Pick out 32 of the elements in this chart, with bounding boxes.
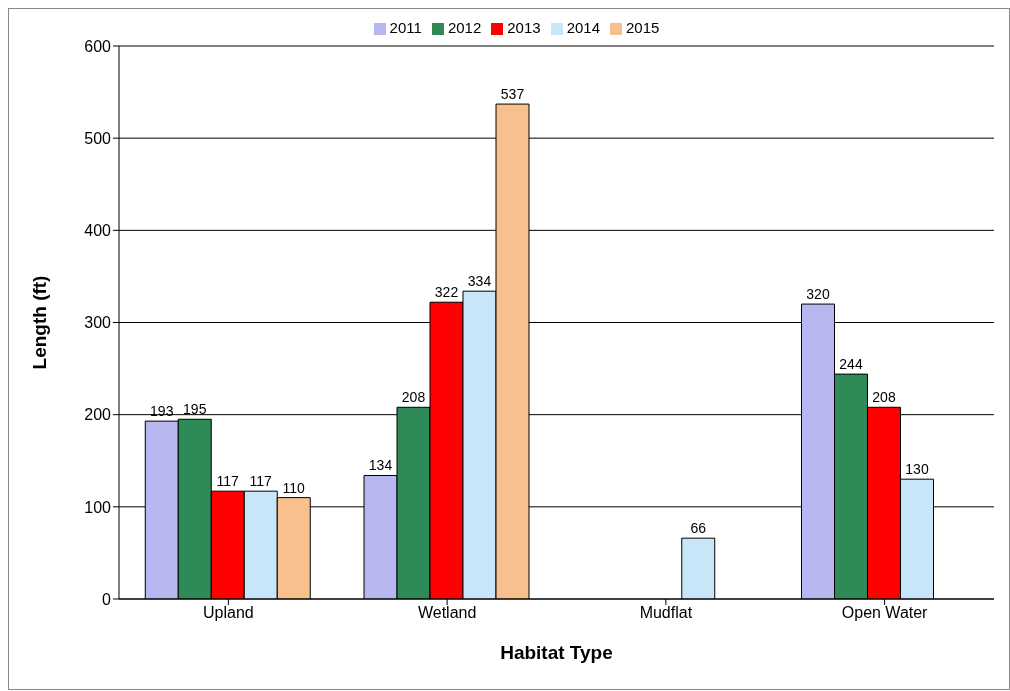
data-label: 208	[401, 389, 426, 406]
data-label: 117	[216, 473, 240, 490]
data-label: 244	[839, 356, 863, 373]
y-tick-label: 100	[84, 498, 112, 516]
legend-label: 2015	[626, 19, 660, 36]
data-label: 134	[368, 457, 393, 474]
data-label: 208	[872, 389, 896, 406]
data-label: 537	[500, 86, 525, 103]
data-label: 322	[434, 284, 459, 301]
legend-label: 2011	[389, 19, 422, 36]
x-tick-label: Open Water	[841, 604, 929, 622]
x-axis-title: Habitat Type	[500, 642, 613, 663]
x-tick-label: Mudflat	[639, 604, 693, 622]
data-label: 130	[905, 461, 929, 478]
legend-label: 2014	[566, 19, 600, 36]
data-label: 66	[690, 520, 707, 537]
data-label: 320	[806, 286, 830, 303]
data-label: 110	[282, 479, 306, 496]
y-tick-label: 400	[84, 222, 112, 240]
data-label: 195	[183, 401, 207, 418]
y-tick-label: 500	[84, 129, 112, 147]
y-tick-label: 0	[102, 590, 112, 608]
legend-label: 2013	[507, 19, 541, 36]
y-tick-label: 300	[84, 314, 112, 332]
legend-label: 2012	[447, 19, 482, 36]
data-label: 334	[467, 273, 492, 290]
y-axis-title: Length (ft)	[28, 275, 50, 370]
x-tick-label: Upland	[203, 604, 254, 622]
y-tick-label: 200	[84, 406, 112, 424]
y-tick-label: 600	[84, 37, 112, 55]
x-tick-label: Wetland	[417, 604, 477, 622]
data-label: 117	[249, 473, 273, 490]
